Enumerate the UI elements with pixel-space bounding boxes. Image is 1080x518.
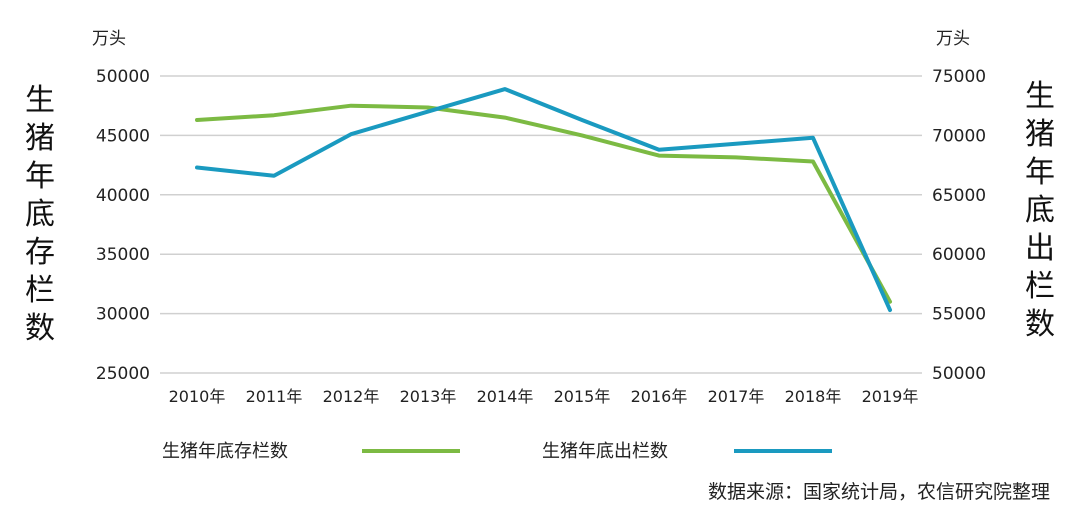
x-tick-label: 2010年 <box>169 387 226 406</box>
x-tick-label: 2016年 <box>631 387 688 406</box>
axis-label-text: 生猪年底存栏数 <box>25 83 55 346</box>
left-tick-label: 45000 <box>96 126 150 146</box>
x-tick-label: 2015年 <box>554 387 611 406</box>
left-tick-label: 40000 <box>96 186 150 206</box>
x-tick-label: 2014年 <box>477 387 534 406</box>
x-tick-label: 2011年 <box>246 387 303 406</box>
x-axis-ticks: 2010年 2011年 2012年 2013年 2014年 2015年 2016年 2017年… <box>169 387 919 406</box>
series-line-1 <box>195 103 892 304</box>
legend-label-1: 生猪年底存栏数 <box>162 441 288 462</box>
series-line-2 <box>195 87 892 312</box>
right-tick-label: 55000 <box>932 305 986 325</box>
left-tick-label: 30000 <box>96 305 150 325</box>
right-tick-label: 65000 <box>932 186 986 206</box>
data-source: 数据来源：国家统计局，农信研究院整理 <box>708 481 1050 503</box>
left-tick-label: 35000 <box>96 245 150 265</box>
left-tick-label: 50000 <box>96 67 150 87</box>
legend: 生猪年底存栏数 生猪年底出栏数 <box>162 441 832 462</box>
gridlines <box>160 75 922 374</box>
x-tick-label: 2018年 <box>785 387 842 406</box>
axis-label-text: 生猪年底出栏数 <box>1025 79 1055 342</box>
right-axis-ticks: 50000 55000 60000 65000 70000 75000 <box>932 67 986 384</box>
left-axis-ticks: 25000 30000 35000 40000 45000 50000 <box>96 67 150 384</box>
x-tick-label: 2012年 <box>323 387 380 406</box>
right-axis-label: 生猪年底出栏数 <box>1025 79 1055 342</box>
right-tick-label: 50000 <box>932 364 986 384</box>
right-tick-label: 60000 <box>932 245 986 265</box>
right-tick-label: 70000 <box>932 126 986 146</box>
left-axis-label: 生猪年底存栏数 <box>25 83 55 346</box>
right-tick-label: 75000 <box>932 67 986 87</box>
right-axis-unit: 万头 <box>936 29 970 49</box>
legend-label-2: 生猪年底出栏数 <box>542 441 668 462</box>
x-tick-label: 2017年 <box>708 387 765 406</box>
x-tick-label: 2013年 <box>400 387 457 406</box>
left-tick-label: 25000 <box>96 364 150 384</box>
series-lines <box>195 87 892 312</box>
left-axis-unit: 万头 <box>92 29 126 49</box>
x-tick-label: 2019年 <box>862 387 919 406</box>
